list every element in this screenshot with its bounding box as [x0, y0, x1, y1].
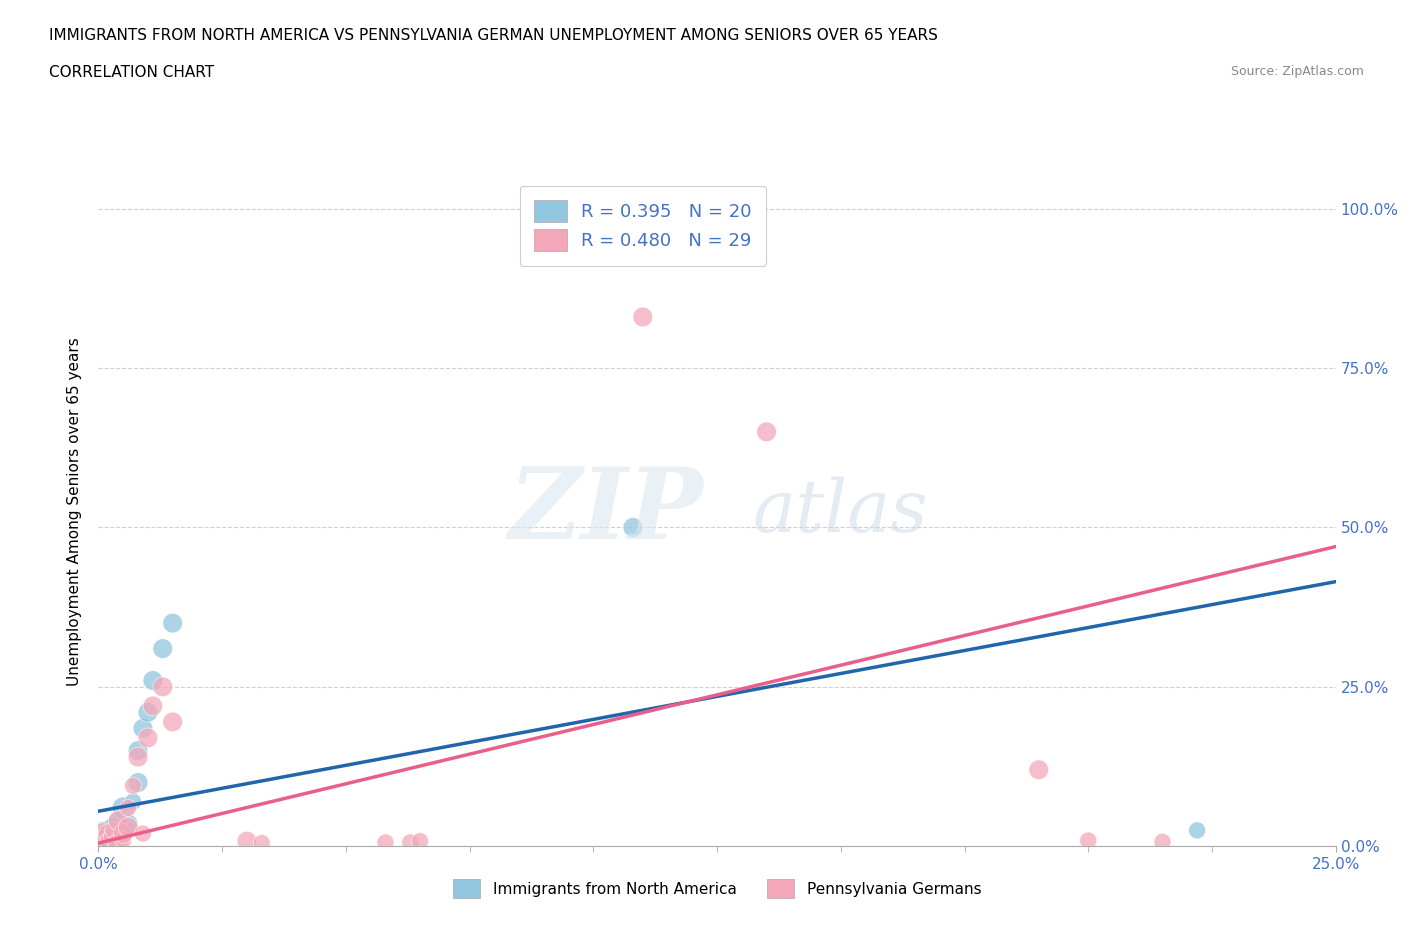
- Point: [132, 826, 155, 841]
- Point: [162, 616, 184, 631]
- Point: [112, 826, 135, 841]
- Point: [103, 823, 125, 838]
- Point: [112, 821, 135, 836]
- Point: [142, 673, 165, 688]
- Text: ZIP: ZIP: [508, 463, 703, 560]
- Point: [103, 828, 125, 843]
- Point: [127, 775, 149, 790]
- Point: [97, 823, 120, 838]
- Point: [1077, 833, 1099, 848]
- Point: [103, 819, 125, 834]
- Point: [1185, 823, 1208, 838]
- Point: [112, 832, 135, 847]
- Point: [93, 828, 115, 843]
- Point: [374, 835, 396, 850]
- Point: [1028, 763, 1050, 777]
- Point: [107, 825, 129, 840]
- Point: [93, 832, 115, 847]
- Y-axis label: Unemployment Among Seniors over 65 years: Unemployment Among Seniors over 65 years: [67, 338, 83, 686]
- Point: [142, 698, 165, 713]
- Legend: Immigrants from North America, Pennsylvania Germans: Immigrants from North America, Pennsylva…: [446, 871, 988, 906]
- Text: Source: ZipAtlas.com: Source: ZipAtlas.com: [1230, 65, 1364, 78]
- Point: [117, 801, 139, 816]
- Point: [136, 730, 159, 745]
- Point: [93, 826, 115, 841]
- Point: [122, 778, 145, 793]
- Point: [162, 714, 184, 729]
- Point: [107, 814, 129, 829]
- Point: [117, 817, 139, 831]
- Point: [112, 801, 135, 816]
- Point: [117, 819, 139, 834]
- Point: [1152, 834, 1174, 849]
- Point: [631, 310, 654, 325]
- Point: [103, 830, 125, 844]
- Point: [409, 834, 432, 849]
- Point: [107, 814, 129, 829]
- Point: [122, 794, 145, 809]
- Point: [127, 750, 149, 764]
- Point: [127, 743, 149, 758]
- Point: [250, 836, 273, 851]
- Text: CORRELATION CHART: CORRELATION CHART: [49, 65, 214, 80]
- Point: [399, 835, 422, 850]
- Point: [152, 680, 174, 695]
- Point: [97, 830, 120, 844]
- Point: [236, 834, 259, 849]
- Point: [755, 424, 778, 439]
- Point: [132, 721, 155, 736]
- Point: [107, 836, 129, 851]
- Text: IMMIGRANTS FROM NORTH AMERICA VS PENNSYLVANIA GERMAN UNEMPLOYMENT AMONG SENIORS : IMMIGRANTS FROM NORTH AMERICA VS PENNSYL…: [49, 28, 938, 43]
- Point: [152, 641, 174, 656]
- Point: [136, 705, 159, 720]
- Text: atlas: atlas: [754, 476, 928, 547]
- Point: [97, 834, 120, 849]
- Point: [621, 520, 644, 535]
- Point: [97, 826, 120, 841]
